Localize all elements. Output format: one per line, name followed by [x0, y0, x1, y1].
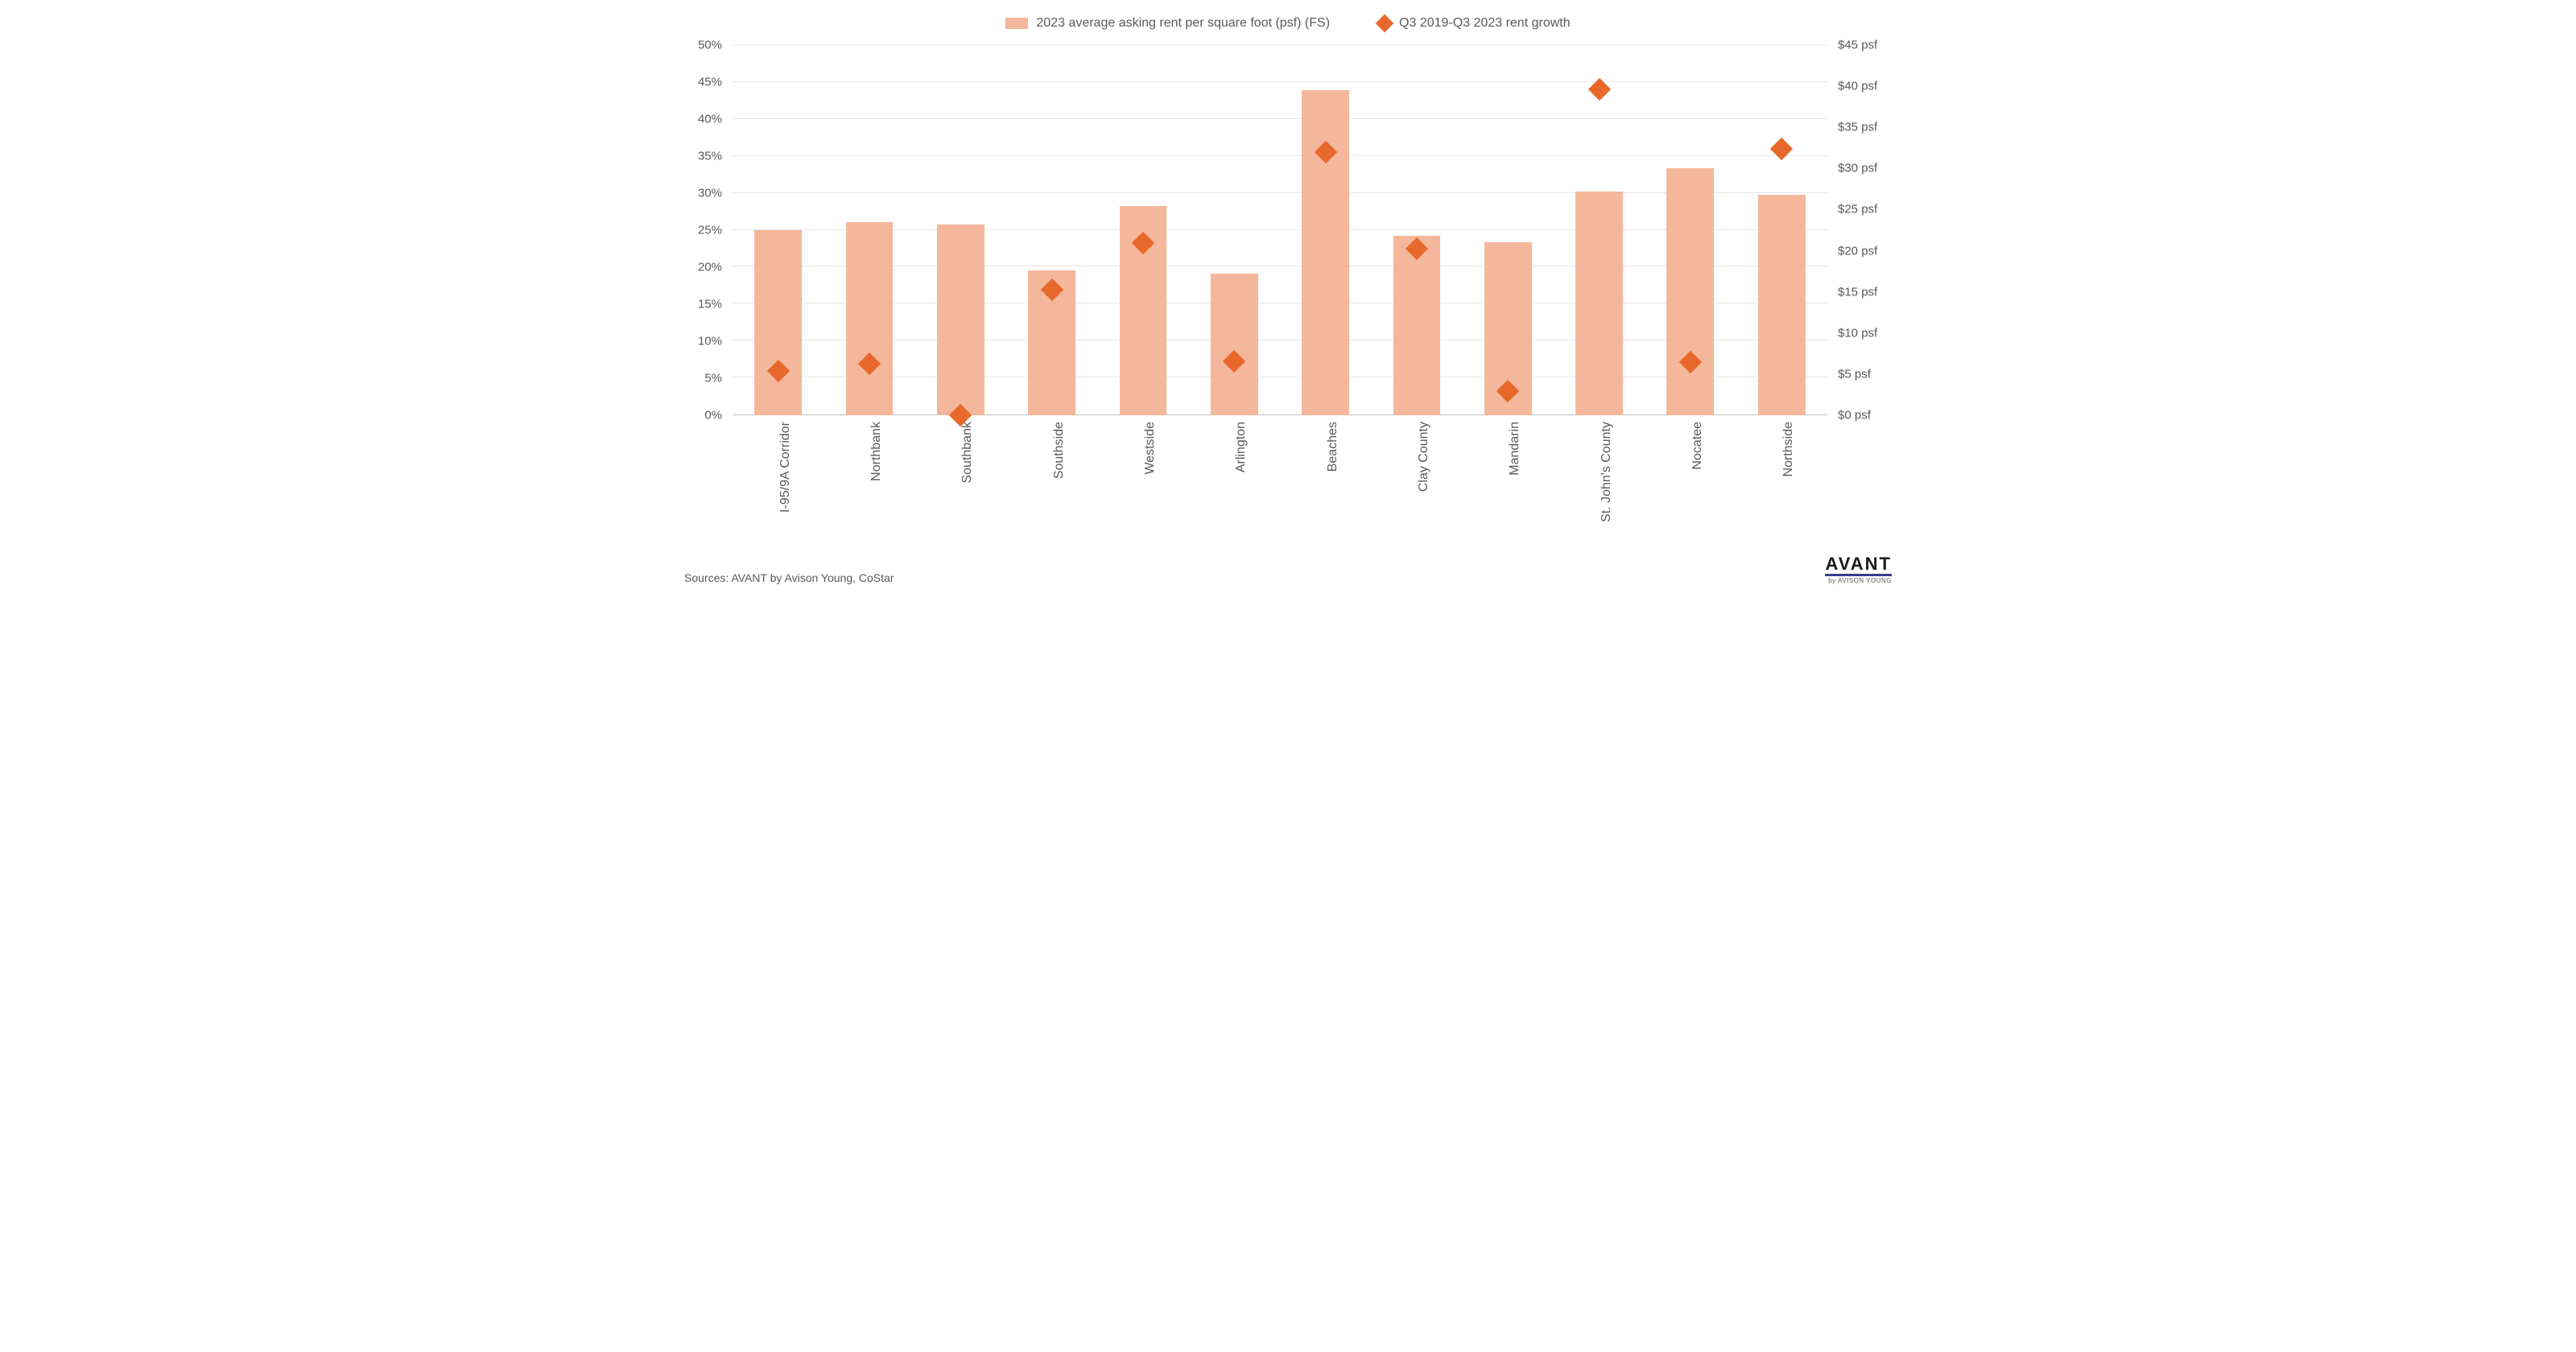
x-category-label: Northbank — [869, 422, 884, 481]
brand-sub-text: by AVISON YOUNG — [1825, 578, 1892, 584]
bar — [754, 230, 802, 415]
x-category-label: Westside — [1143, 422, 1158, 475]
bar-slot — [1371, 45, 1462, 415]
bar — [1575, 192, 1623, 415]
bar — [937, 225, 985, 415]
bar — [1666, 168, 1714, 415]
bar-slot — [1097, 45, 1188, 415]
y-left-tick: 25% — [698, 224, 722, 237]
bar-slot — [733, 45, 824, 415]
x-label-slot: Arlington — [1189, 415, 1280, 552]
y-axis-right: $0 psf$5 psf$10 psf$15 psf$20 psf$25 psf… — [1831, 45, 1892, 415]
x-category-label: Southbank — [960, 422, 975, 484]
x-category-label: Nocatee — [1690, 422, 1705, 470]
bar-slot — [1189, 45, 1280, 415]
x-label-slot: Mandarin — [1463, 415, 1554, 552]
x-label-slot: St. John's County — [1554, 415, 1645, 552]
legend-label-diamond: Q3 2019-Q3 2023 rent growth — [1399, 16, 1571, 31]
chart-footer: Sources: AVANT by Avison Young, CoStar A… — [684, 555, 1892, 584]
x-label-slot: Southbank — [915, 415, 1006, 552]
plot-area: 0%5%10%15%20%25%30%35%40%45%50% $0 psf$5… — [684, 45, 1892, 415]
bar-slot — [1006, 45, 1097, 415]
y-axis-left: 0%5%10%15%20%25%30%35%40%45%50% — [684, 45, 729, 415]
legend: 2023 average asking rent per square foot… — [684, 16, 1892, 31]
bar — [1211, 274, 1258, 415]
y-left-tick: 50% — [698, 39, 722, 52]
x-category-label: Arlington — [1234, 422, 1249, 472]
y-left-tick: 5% — [704, 372, 722, 385]
y-left-tick: 40% — [698, 113, 722, 126]
x-category-label: Mandarin — [1508, 422, 1522, 476]
y-right-tick: $5 psf — [1838, 367, 1871, 381]
y-right-tick: $15 psf — [1838, 285, 1877, 299]
legend-label-bar: 2023 average asking rent per square foot… — [1036, 16, 1330, 31]
brand-main-text: AVANT — [1825, 555, 1892, 576]
diamond-swatch-icon — [1376, 14, 1394, 33]
y-right-tick: $45 psf — [1838, 39, 1877, 52]
bar — [1758, 195, 1806, 415]
x-label-slot: Nocatee — [1645, 415, 1736, 552]
y-right-tick: $35 psf — [1838, 121, 1877, 134]
x-category-label: Clay County — [1417, 422, 1431, 492]
diamond-marker — [1587, 78, 1610, 101]
brand-logo: AVANT by AVISON YOUNG — [1825, 555, 1892, 584]
y-left-tick: 15% — [698, 298, 722, 311]
y-left-tick: 30% — [698, 187, 722, 200]
y-left-tick: 45% — [698, 76, 722, 89]
x-label-slot: Northbank — [824, 415, 914, 552]
bar-slot — [1463, 45, 1554, 415]
bar — [846, 222, 894, 415]
legend-item-diamond: Q3 2019-Q3 2023 rent growth — [1378, 16, 1571, 31]
y-right-tick: $30 psf — [1838, 162, 1877, 175]
y-left-tick: 35% — [698, 150, 722, 163]
diamond-marker — [1770, 138, 1793, 160]
x-axis-labels: I-95/9A Corridor Northbank Southbank Souths… — [733, 415, 1827, 552]
legend-item-bar: 2023 average asking rent per square foot… — [1005, 16, 1330, 31]
y-right-tick: $25 psf — [1838, 203, 1877, 216]
bar-slot — [915, 45, 1006, 415]
chart-container: 2023 average asking rent per square foot… — [684, 16, 1892, 584]
x-label-slot: Westside — [1097, 415, 1188, 552]
bar — [1393, 236, 1441, 415]
x-category-label: Beaches — [1326, 422, 1340, 472]
y-right-tick: $40 psf — [1838, 80, 1877, 93]
x-label-slot: Clay County — [1371, 415, 1462, 552]
bar-slot — [1645, 45, 1736, 415]
x-label-slot: I-95/9A Corridor — [733, 415, 824, 552]
x-category-label: Northside — [1781, 422, 1796, 476]
bar — [1302, 90, 1349, 415]
x-label-slot: Northside — [1736, 415, 1827, 552]
y-left-tick: 0% — [704, 409, 722, 422]
x-label-slot: Beaches — [1280, 415, 1371, 552]
y-right-tick: $10 psf — [1838, 326, 1877, 340]
bars-layer — [733, 45, 1827, 415]
bar-slot — [1554, 45, 1645, 415]
x-label-slot: Southside — [1006, 415, 1097, 552]
y-left-tick: 20% — [698, 261, 722, 274]
bar-slot — [824, 45, 914, 415]
y-left-tick: 10% — [698, 335, 722, 348]
bar-slot — [1280, 45, 1371, 415]
bar-slot — [1736, 45, 1827, 415]
x-category-label: I-95/9A Corridor — [778, 422, 793, 513]
source-text: Sources: AVANT by Avison Young, CoStar — [684, 571, 894, 584]
y-right-tick: $0 psf — [1838, 409, 1871, 422]
bar-swatch-icon — [1005, 18, 1028, 29]
x-category-label: Southside — [1052, 422, 1067, 479]
x-category-label: St. John's County — [1600, 422, 1614, 522]
y-right-tick: $20 psf — [1838, 244, 1877, 258]
